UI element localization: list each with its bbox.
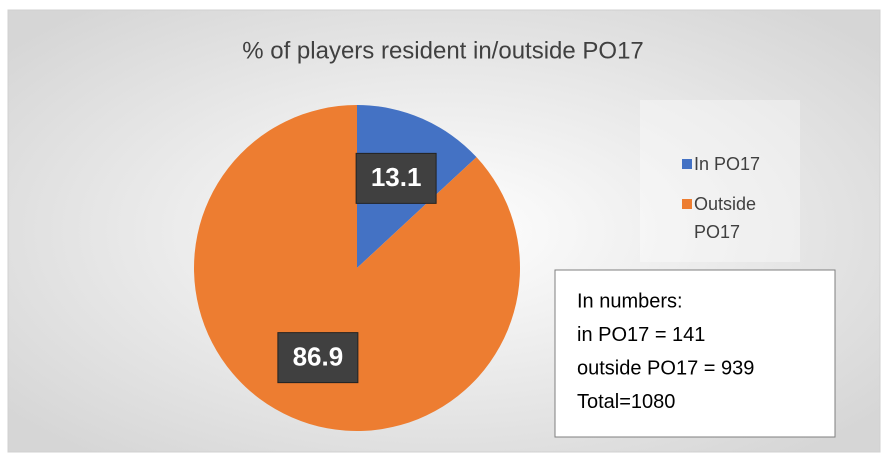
legend-entry: Outside PO17 bbox=[682, 190, 794, 246]
annotation: In numbers: in PO17 = 141 outside PO17 = 9… bbox=[577, 290, 754, 413]
legend-entry: In PO17 bbox=[682, 150, 794, 178]
legend-swatch bbox=[682, 159, 692, 169]
data-label: 86.9 bbox=[293, 342, 344, 372]
chart-title: % of players resident in/outside PO17 bbox=[242, 37, 644, 64]
legend-label: Outside PO17 bbox=[694, 194, 757, 242]
data-label-box bbox=[355, 152, 437, 204]
data-label: 13.1 bbox=[371, 162, 422, 192]
legend: In PO17 Outside PO17 bbox=[640, 100, 800, 262]
legend-label: In PO17 bbox=[694, 154, 761, 174]
annotation-line: Total=1080 bbox=[577, 391, 675, 413]
annotation-line: in PO17 = 141 bbox=[577, 324, 705, 346]
pie-slice bbox=[194, 105, 520, 431]
annotation-line: In numbers: bbox=[577, 290, 683, 312]
data-label-box bbox=[277, 332, 359, 384]
annotation-line: outside PO17 = 939 bbox=[577, 357, 754, 379]
annotation-box bbox=[554, 269, 836, 438]
legend-swatch bbox=[682, 199, 692, 209]
pie: 13.1 86.9 bbox=[194, 105, 520, 431]
